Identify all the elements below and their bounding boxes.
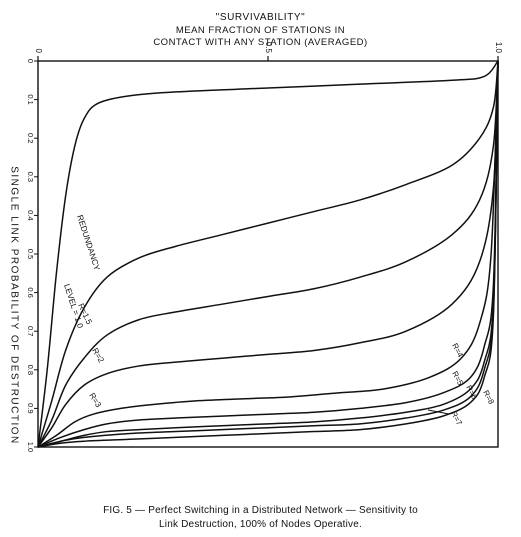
r7-pointer-line: [427, 409, 450, 415]
series-line-7: [37, 60, 499, 448]
x-axis-ticks: 0 0.5 1.0: [34, 42, 503, 61]
y-tick-label: 0.1: [26, 94, 35, 104]
x-tick-label: 1.0: [494, 42, 503, 54]
y-axis-ticks: 0 0.1 0.2 0.3 0.4 0.5 0.6 0.7 0.8 0.9 1.0: [26, 59, 38, 452]
y-tick-label: 0.2: [26, 133, 35, 143]
x-tick-label: 0: [34, 49, 43, 54]
x-tick-label: 0.5: [264, 42, 273, 54]
series-label: R=3: [87, 391, 103, 409]
y-tick-label: 0.3: [26, 172, 35, 182]
series-line-8: [37, 60, 499, 448]
plot-frame: [37, 60, 499, 448]
series-line-5: [37, 60, 499, 448]
series-line-0: [37, 60, 499, 448]
chart-subtitle-line2: CONTACT WITH ANY STATION (AVERAGED): [153, 37, 368, 48]
figure-caption-line2: Link Destruction, 100% of Nodes Operativ…: [159, 519, 362, 530]
series-line-1: [37, 60, 499, 448]
figure-caption-line1: FIG. 5 — Perfect Switching in a Distribu…: [103, 505, 418, 516]
y-tick-label: 0.7: [26, 326, 35, 336]
y-tick-label: 0.4: [26, 210, 35, 220]
series-line-2: [37, 60, 499, 448]
series-label: R=5: [450, 370, 465, 388]
y-tick-label: 0.6: [26, 287, 35, 297]
series-line-6: [37, 60, 499, 448]
series-line-4: [37, 60, 499, 448]
plot-border: [37, 60, 499, 448]
chart-title: "SURVIVABILITY": [215, 12, 306, 23]
series-label: REDUNDANCY: [75, 214, 102, 272]
y-tick-label: 0.8: [26, 365, 35, 375]
series-label: R=8: [481, 389, 496, 406]
y-tick-label: 0.9: [26, 403, 35, 413]
series-curves: [37, 60, 499, 448]
y-tick-label: 0: [26, 59, 35, 63]
y-tick-label: 1.0: [26, 442, 35, 452]
chart-subtitle-line1: MEAN FRACTION OF STATIONS IN: [175, 25, 346, 36]
series-label: R=7: [449, 410, 464, 427]
series-label: R=2: [90, 347, 106, 365]
series-line-3: [37, 60, 499, 448]
y-tick-label: 0.5: [26, 249, 35, 259]
